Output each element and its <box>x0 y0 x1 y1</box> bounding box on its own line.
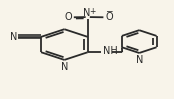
Text: O: O <box>105 12 113 22</box>
Text: +: + <box>89 7 95 16</box>
Text: O: O <box>64 12 72 22</box>
Text: N: N <box>83 8 90 18</box>
Text: N: N <box>136 55 143 65</box>
Text: N: N <box>61 62 68 72</box>
Text: NH: NH <box>103 46 118 56</box>
Text: −: − <box>105 6 113 15</box>
Text: N: N <box>10 32 17 42</box>
